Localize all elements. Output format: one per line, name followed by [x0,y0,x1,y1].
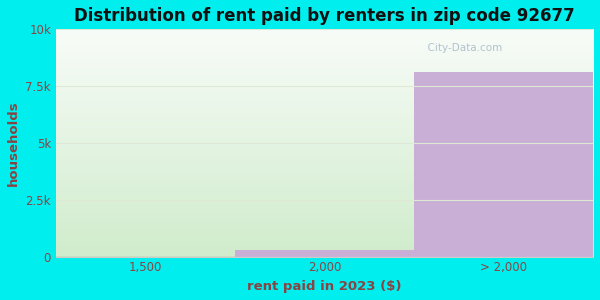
Title: Distribution of rent paid by renters in zip code 92677: Distribution of rent paid by renters in … [74,7,575,25]
Text: City-Data.com: City-Data.com [421,43,502,53]
Y-axis label: households: households [7,100,20,186]
X-axis label: rent paid in 2023 ($): rent paid in 2023 ($) [247,280,402,293]
Bar [235,250,414,256]
Bar [414,73,593,256]
